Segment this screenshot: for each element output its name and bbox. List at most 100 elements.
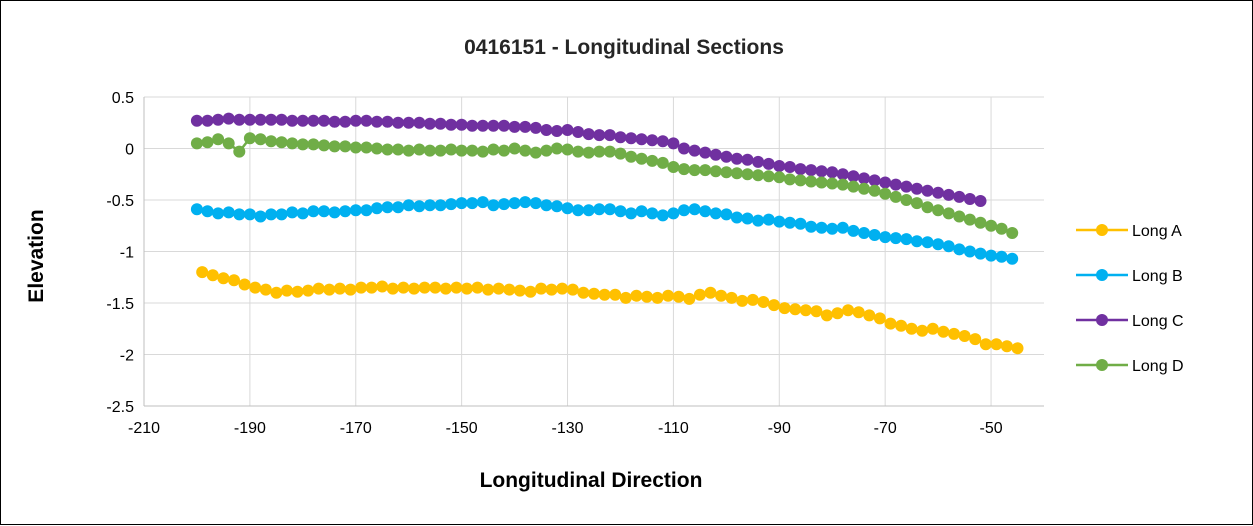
data-point <box>392 116 405 129</box>
data-point <box>805 220 818 233</box>
data-point <box>582 128 595 141</box>
data-point <box>598 288 611 301</box>
data-point <box>858 182 870 195</box>
x-tick-label: -70 <box>874 420 897 437</box>
data-point <box>450 281 463 294</box>
data-point <box>1000 340 1013 353</box>
data-point <box>990 338 1003 351</box>
legend-label: Long D <box>1132 358 1184 375</box>
data-point <box>889 232 902 245</box>
data-point <box>519 196 532 209</box>
data-point <box>667 137 680 150</box>
series-long-b <box>190 196 1019 265</box>
data-point <box>948 327 960 340</box>
legend-item: Long C <box>1076 313 1184 330</box>
data-point <box>630 289 643 302</box>
data-point <box>709 207 722 220</box>
data-point <box>572 204 585 217</box>
data-point <box>852 306 865 319</box>
data-point <box>741 153 754 166</box>
legend-label: Long C <box>1132 313 1184 330</box>
data-point <box>540 199 553 212</box>
data-point <box>879 176 892 189</box>
data-point <box>572 126 585 138</box>
data-point <box>355 281 368 294</box>
data-point <box>625 150 638 163</box>
data-point <box>921 201 934 214</box>
data-point <box>656 135 669 148</box>
data-point <box>942 207 955 220</box>
data-point <box>953 243 966 256</box>
data-point <box>789 303 802 316</box>
data-point <box>360 204 373 217</box>
legend-label: Long B <box>1132 268 1183 285</box>
data-point <box>794 174 807 187</box>
data-point <box>466 119 479 132</box>
y-tick-label: 0.5 <box>112 90 134 107</box>
data-point <box>201 136 214 149</box>
chart-title: 0416151 - Longitudinal Sections <box>464 36 784 59</box>
data-point <box>900 180 913 193</box>
data-point <box>349 114 362 127</box>
data-point <box>254 113 267 126</box>
data-point <box>979 338 992 351</box>
data-point <box>445 198 458 211</box>
data-point <box>328 206 341 219</box>
data-point <box>762 170 775 183</box>
data-point <box>688 203 701 216</box>
data-point <box>550 125 563 137</box>
data-point <box>778 302 791 315</box>
data-point <box>836 168 849 181</box>
data-point <box>529 121 542 134</box>
data-point <box>238 278 251 291</box>
data-point <box>344 283 357 296</box>
data-point <box>582 204 595 217</box>
data-point <box>254 210 267 223</box>
data-point <box>868 184 881 197</box>
data-point <box>730 167 743 180</box>
data-point <box>556 282 569 295</box>
data-point <box>715 289 728 302</box>
data-point <box>1011 342 1024 355</box>
data-point <box>741 212 754 225</box>
y-tick-label: -0.5 <box>106 193 134 210</box>
data-point <box>307 138 320 151</box>
data-point <box>752 155 765 168</box>
data-point <box>550 200 563 213</box>
data-point <box>593 203 606 216</box>
data-point <box>296 207 309 220</box>
data-point <box>678 142 690 155</box>
data-point <box>932 238 945 251</box>
data-point <box>201 205 214 218</box>
data-point <box>423 117 436 130</box>
data-point <box>768 299 780 312</box>
data-point <box>635 152 648 165</box>
data-point <box>376 280 389 293</box>
data-point <box>370 142 383 155</box>
data-point <box>720 150 733 163</box>
data-point <box>519 120 532 133</box>
data-point <box>550 142 563 155</box>
data-point <box>815 221 828 234</box>
x-tick-label: -50 <box>979 420 1002 437</box>
data-point <box>858 172 870 185</box>
data-point <box>678 163 690 176</box>
data-point <box>937 325 950 338</box>
data-point <box>889 178 902 191</box>
data-point <box>476 119 489 132</box>
data-point <box>603 203 616 216</box>
data-point <box>783 216 796 229</box>
data-point <box>307 205 320 218</box>
data-point <box>895 319 908 332</box>
data-point <box>815 165 828 178</box>
series-line <box>201 270 1018 350</box>
data-point <box>397 281 410 294</box>
data-point <box>339 140 352 153</box>
data-point <box>1006 252 1019 265</box>
data-point <box>916 324 929 337</box>
data-point <box>482 283 495 296</box>
data-point <box>190 203 203 216</box>
data-point <box>561 124 574 136</box>
data-point <box>370 115 383 128</box>
